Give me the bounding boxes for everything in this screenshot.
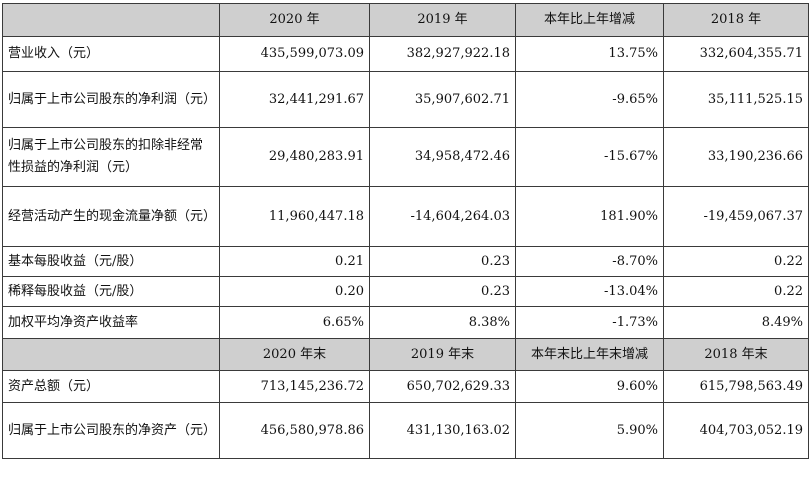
value-cell: 435,599,073.09	[219, 36, 370, 72]
value-cell: 0.22	[663, 246, 809, 277]
value-cell: 713,145,236.72	[219, 370, 370, 403]
value-cell: 332,604,355.71	[663, 36, 809, 72]
header-cell: 2018 年末	[663, 338, 809, 371]
value-cell: 6.65%	[219, 306, 370, 339]
table-row: 加权平均净资产收益率 6.65% 8.38% -1.73% 8.49%	[2, 306, 809, 339]
table-row: 资产总额（元） 713,145,236.72 650,702,629.33 9.…	[2, 370, 809, 403]
value-cell: 8.38%	[369, 306, 516, 339]
row-label: 基本每股收益（元/股）	[2, 246, 220, 277]
value-cell: 0.20	[219, 276, 370, 307]
value-cell: -9.65%	[515, 71, 664, 128]
value-cell: 11,960,447.18	[219, 186, 370, 247]
value-cell: 34,958,472.46	[369, 127, 516, 187]
value-cell: 5.90%	[515, 402, 664, 459]
header-cell: 2019 年末	[369, 338, 516, 371]
value-cell: 0.23	[369, 246, 516, 277]
value-cell: 404,703,052.19	[663, 402, 809, 459]
value-cell: 615,798,563.49	[663, 370, 809, 403]
value-cell: 0.21	[219, 246, 370, 277]
value-cell: 33,190,236.66	[663, 127, 809, 187]
table-row: 归属于上市公司股东的净利润（元） 32,441,291.67 35,907,60…	[2, 71, 809, 128]
table-row: 稀释每股收益（元/股） 0.20 0.23 -13.04% 0.22	[2, 276, 809, 307]
value-cell: -8.70%	[515, 246, 664, 277]
header-cell: 2020 年末	[219, 338, 370, 371]
row-label: 归属于上市公司股东的净资产（元）	[2, 402, 220, 459]
value-cell: 382,927,922.18	[369, 36, 516, 72]
value-cell: 32,441,291.67	[219, 71, 370, 128]
table-row: 营业收入（元） 435,599,073.09 382,927,922.18 13…	[2, 36, 809, 72]
value-cell: 35,907,602.71	[369, 71, 516, 128]
header-cell: 本年比上年增减	[515, 3, 664, 37]
value-cell: 0.23	[369, 276, 516, 307]
financial-summary-table: 2020 年 2019 年 本年比上年增减 2018 年 营业收入（元） 435…	[2, 3, 809, 459]
row-label: 加权平均净资产收益率	[2, 306, 220, 339]
value-cell: 431,130,163.02	[369, 402, 516, 459]
value-cell: -13.04%	[515, 276, 664, 307]
value-cell: 8.49%	[663, 306, 809, 339]
value-cell: 13.75%	[515, 36, 664, 72]
header-cell: 2019 年	[369, 3, 516, 37]
value-cell: 29,480,283.91	[219, 127, 370, 187]
row-label: 稀释每股收益（元/股）	[2, 276, 220, 307]
value-cell: 35,111,525.15	[663, 71, 809, 128]
table-row: 归属于上市公司股东的扣除非经常性损益的净利润（元） 29,480,283.91 …	[2, 127, 809, 187]
value-cell: 650,702,629.33	[369, 370, 516, 403]
value-cell: 9.60%	[515, 370, 664, 403]
row-label: 归属于上市公司股东的扣除非经常性损益的净利润（元）	[2, 127, 220, 187]
table-row: 经营活动产生的现金流量净额（元） 11,960,447.18 -14,604,2…	[2, 186, 809, 247]
header-row-annual: 2020 年 2019 年 本年比上年增减 2018 年	[2, 3, 809, 37]
table-row: 基本每股收益（元/股） 0.21 0.23 -8.70% 0.22	[2, 246, 809, 277]
header-cell: 本年末比上年末增减	[515, 338, 664, 371]
value-cell: 181.90%	[515, 186, 664, 247]
value-cell: 0.22	[663, 276, 809, 307]
header-cell	[2, 3, 220, 37]
value-cell: 456,580,978.86	[219, 402, 370, 459]
row-label: 资产总额（元）	[2, 370, 220, 403]
value-cell: -19,459,067.37	[663, 186, 809, 247]
header-cell	[2, 338, 220, 371]
value-cell: -14,604,264.03	[369, 186, 516, 247]
row-label: 归属于上市公司股东的净利润（元）	[2, 71, 220, 128]
value-cell: -15.67%	[515, 127, 664, 187]
header-cell: 2020 年	[219, 3, 370, 37]
value-cell: -1.73%	[515, 306, 664, 339]
table-row: 归属于上市公司股东的净资产（元） 456,580,978.86 431,130,…	[2, 402, 809, 459]
header-cell: 2018 年	[663, 3, 809, 37]
row-label: 营业收入（元）	[2, 36, 220, 72]
header-row-year-end: 2020 年末 2019 年末 本年末比上年末增减 2018 年末	[2, 338, 809, 371]
row-label: 经营活动产生的现金流量净额（元）	[2, 186, 220, 247]
